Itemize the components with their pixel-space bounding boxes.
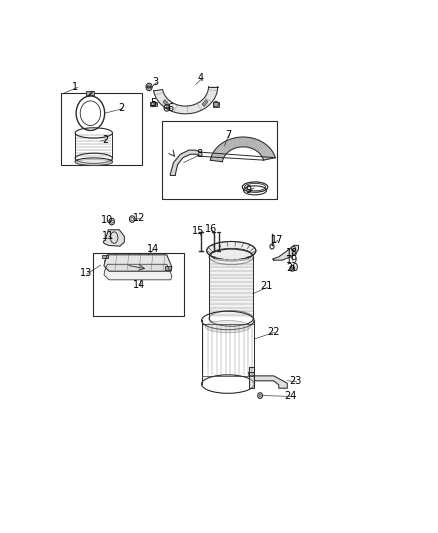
- Text: 10: 10: [101, 215, 113, 225]
- Polygon shape: [210, 137, 276, 161]
- Bar: [165, 266, 171, 270]
- Text: 3: 3: [152, 77, 158, 86]
- Bar: [61, 93, 142, 165]
- Polygon shape: [103, 230, 124, 246]
- Polygon shape: [104, 255, 172, 271]
- Text: 4: 4: [198, 74, 204, 83]
- Text: 21: 21: [261, 281, 273, 292]
- Text: 24: 24: [284, 391, 297, 401]
- Polygon shape: [104, 264, 172, 280]
- Polygon shape: [154, 86, 218, 114]
- Bar: [163, 100, 169, 107]
- Text: 6: 6: [167, 103, 173, 113]
- Text: 12: 12: [134, 213, 146, 223]
- Text: 2: 2: [102, 135, 109, 145]
- Polygon shape: [249, 367, 254, 388]
- Bar: [202, 100, 208, 107]
- Text: 14: 14: [133, 280, 145, 290]
- Text: 14: 14: [147, 244, 159, 254]
- Text: 5: 5: [150, 98, 156, 108]
- Ellipse shape: [205, 320, 250, 333]
- Bar: [93, 253, 184, 317]
- Text: 18: 18: [286, 248, 298, 258]
- Text: 1: 1: [72, 82, 78, 92]
- Bar: [86, 91, 95, 95]
- Text: 11: 11: [102, 230, 114, 240]
- Text: 2: 2: [118, 103, 124, 113]
- Text: 22: 22: [268, 327, 280, 336]
- Text: 8: 8: [196, 149, 202, 159]
- Text: 13: 13: [80, 268, 92, 278]
- Polygon shape: [273, 245, 298, 260]
- Text: 17: 17: [271, 235, 283, 245]
- Bar: [150, 102, 157, 106]
- Text: 20: 20: [286, 263, 299, 273]
- Bar: [102, 255, 108, 259]
- Ellipse shape: [75, 159, 113, 166]
- Bar: [212, 102, 219, 107]
- Polygon shape: [170, 150, 201, 175]
- Bar: [162, 122, 277, 199]
- Text: 23: 23: [290, 376, 302, 386]
- Text: 16: 16: [205, 224, 218, 234]
- Text: 7: 7: [225, 130, 231, 140]
- Text: 19: 19: [286, 255, 298, 265]
- Text: 9: 9: [245, 185, 251, 195]
- Text: 15: 15: [192, 227, 205, 237]
- Ellipse shape: [207, 241, 256, 260]
- Polygon shape: [249, 373, 287, 388]
